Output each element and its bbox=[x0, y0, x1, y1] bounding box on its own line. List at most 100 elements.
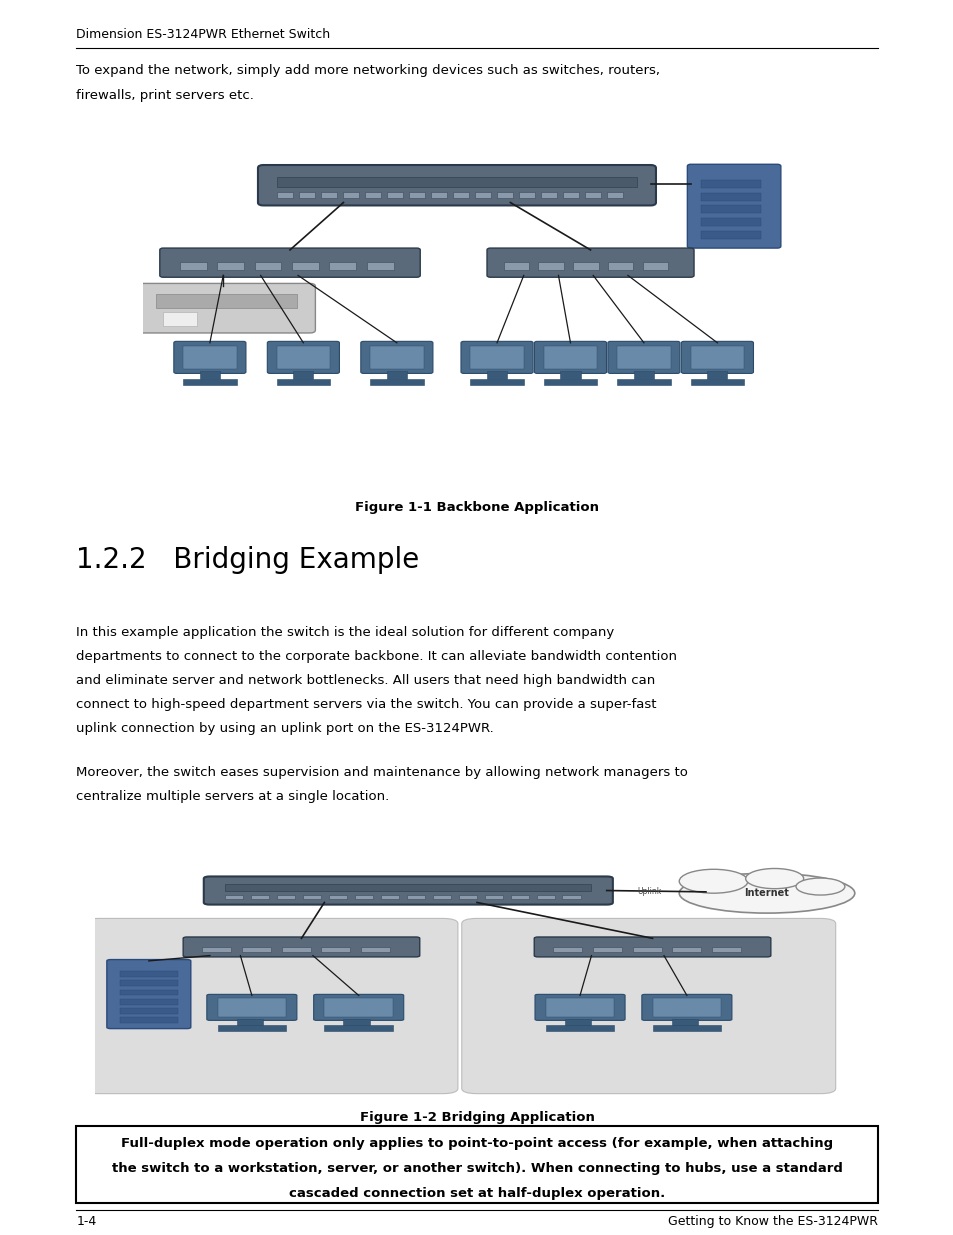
Text: 1.2.2   Bridging Example: 1.2.2 Bridging Example bbox=[76, 546, 419, 574]
FancyBboxPatch shape bbox=[680, 341, 753, 373]
Bar bbox=[607, 262, 633, 270]
Ellipse shape bbox=[679, 873, 854, 913]
Bar bbox=[163, 312, 196, 326]
Text: connect to high-speed department servers via the switch. You can provide a super: connect to high-speed department servers… bbox=[76, 699, 656, 711]
FancyBboxPatch shape bbox=[267, 341, 339, 373]
Bar bbox=[387, 372, 406, 379]
Bar bbox=[537, 262, 563, 270]
Text: cascaded connection set at half-duplex operation.: cascaded connection set at half-duplex o… bbox=[289, 1187, 664, 1200]
Bar bbox=[633, 372, 654, 379]
Bar bbox=[543, 378, 597, 385]
Bar bbox=[559, 372, 579, 379]
Bar bbox=[120, 1018, 177, 1024]
Bar bbox=[632, 947, 661, 952]
Bar bbox=[562, 894, 580, 899]
Bar bbox=[370, 378, 423, 385]
Text: To expand the network, simply add more networking devices such as switches, rout: To expand the network, simply add more n… bbox=[76, 64, 659, 78]
Bar bbox=[690, 347, 743, 369]
Bar bbox=[276, 177, 637, 188]
Text: 1-4: 1-4 bbox=[76, 1215, 96, 1229]
Bar bbox=[217, 262, 244, 270]
Bar bbox=[642, 262, 667, 270]
FancyBboxPatch shape bbox=[360, 341, 433, 373]
Text: Internet: Internet bbox=[743, 888, 789, 898]
Bar bbox=[120, 999, 177, 1005]
Text: Getting to Know the ES-3124PWR: Getting to Know the ES-3124PWR bbox=[667, 1215, 877, 1229]
Text: In this example application the switch is the ideal solution for different compa: In this example application the switch i… bbox=[76, 626, 614, 640]
Bar bbox=[475, 191, 491, 198]
Bar bbox=[236, 1019, 263, 1026]
Text: firewalls, print servers etc.: firewalls, print servers etc. bbox=[76, 89, 253, 103]
FancyBboxPatch shape bbox=[460, 341, 533, 373]
Text: Full-duplex mode operation only applies to point-to-point access (for example, w: Full-duplex mode operation only applies … bbox=[121, 1137, 832, 1151]
FancyBboxPatch shape bbox=[84, 919, 457, 1094]
FancyBboxPatch shape bbox=[314, 994, 403, 1020]
Circle shape bbox=[795, 878, 844, 895]
Bar bbox=[700, 180, 760, 188]
Bar bbox=[294, 372, 313, 379]
Bar bbox=[120, 981, 177, 986]
FancyBboxPatch shape bbox=[487, 248, 694, 277]
Bar bbox=[617, 347, 670, 369]
Bar bbox=[292, 262, 318, 270]
Text: Dimension ES-3124PWR Ethernet Switch: Dimension ES-3124PWR Ethernet Switch bbox=[76, 27, 330, 41]
Text: Figure 1-2 Bridging Application: Figure 1-2 Bridging Application bbox=[359, 1112, 594, 1125]
Bar bbox=[342, 191, 358, 198]
Bar bbox=[671, 1019, 698, 1026]
Bar bbox=[607, 191, 622, 198]
Bar bbox=[503, 262, 529, 270]
Bar bbox=[545, 998, 614, 1016]
FancyBboxPatch shape bbox=[107, 960, 191, 1029]
Bar bbox=[355, 894, 373, 899]
Bar bbox=[183, 378, 236, 385]
FancyBboxPatch shape bbox=[183, 937, 419, 957]
Bar bbox=[276, 191, 293, 198]
FancyBboxPatch shape bbox=[207, 994, 296, 1020]
FancyBboxPatch shape bbox=[686, 164, 780, 248]
Bar bbox=[553, 947, 581, 952]
Bar bbox=[470, 378, 523, 385]
Bar bbox=[281, 947, 311, 952]
Bar bbox=[276, 378, 330, 385]
Bar bbox=[225, 894, 243, 899]
Circle shape bbox=[679, 869, 747, 893]
Bar bbox=[700, 205, 760, 214]
Bar bbox=[360, 947, 390, 952]
Bar bbox=[700, 193, 760, 201]
Bar bbox=[217, 998, 286, 1016]
Bar bbox=[387, 191, 402, 198]
FancyBboxPatch shape bbox=[137, 283, 315, 333]
Text: Moreover, the switch eases supervision and maintenance by allowing network manag: Moreover, the switch eases supervision a… bbox=[76, 766, 687, 779]
Bar bbox=[202, 947, 231, 952]
Bar bbox=[433, 894, 451, 899]
FancyBboxPatch shape bbox=[461, 919, 835, 1094]
Bar bbox=[200, 372, 219, 379]
Bar bbox=[545, 1025, 614, 1031]
Bar bbox=[183, 347, 236, 369]
Bar bbox=[406, 894, 425, 899]
Bar bbox=[484, 894, 502, 899]
Bar bbox=[706, 372, 726, 379]
Bar bbox=[324, 998, 393, 1016]
Text: uplink connection by using an uplink port on the ES-3124PWR.: uplink connection by using an uplink por… bbox=[76, 722, 494, 736]
Bar bbox=[364, 191, 380, 198]
Text: and eliminate server and network bottlenecks. All users that need high bandwidth: and eliminate server and network bottlen… bbox=[76, 674, 655, 688]
Bar bbox=[700, 219, 760, 226]
Bar bbox=[321, 947, 350, 952]
Bar bbox=[409, 191, 424, 198]
Bar bbox=[431, 191, 446, 198]
Bar bbox=[672, 947, 700, 952]
FancyBboxPatch shape bbox=[159, 248, 419, 277]
Bar bbox=[343, 1019, 370, 1026]
Bar bbox=[276, 347, 330, 369]
Bar bbox=[573, 262, 598, 270]
FancyBboxPatch shape bbox=[535, 994, 624, 1020]
FancyBboxPatch shape bbox=[204, 877, 612, 904]
Bar bbox=[562, 191, 578, 198]
Bar bbox=[711, 947, 740, 952]
Bar bbox=[320, 191, 336, 198]
Bar bbox=[458, 894, 476, 899]
Bar bbox=[329, 894, 347, 899]
Bar bbox=[242, 947, 271, 952]
Text: the switch to a workstation, server, or another switch). When connecting to hubs: the switch to a workstation, server, or … bbox=[112, 1162, 841, 1176]
